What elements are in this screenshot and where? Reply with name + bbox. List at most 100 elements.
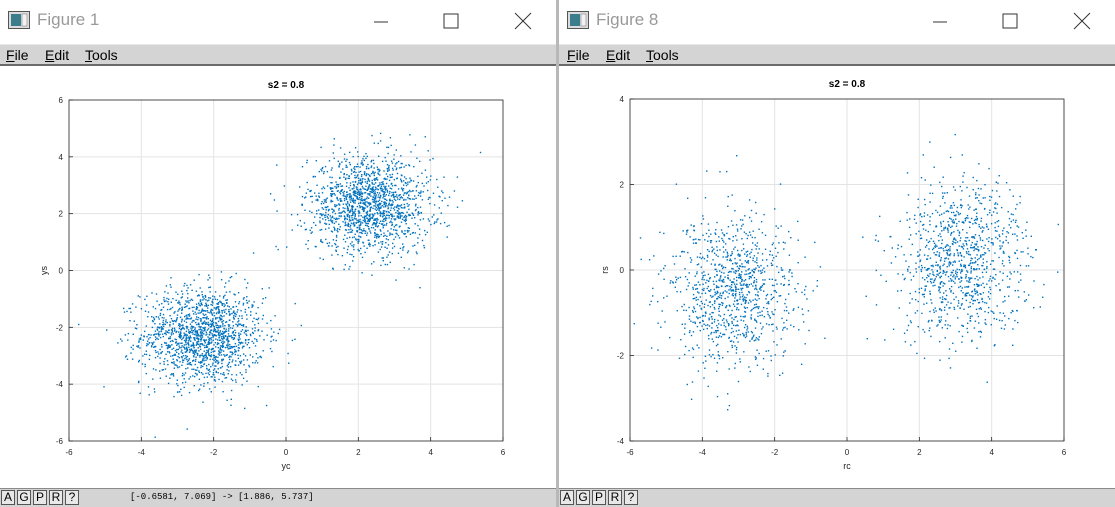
- scatter-point: [222, 297, 225, 299]
- scatter-point: [183, 328, 185, 330]
- scatter-point: [366, 213, 369, 216]
- help-button[interactable]: ?: [65, 490, 79, 505]
- scatter-point: [740, 319, 742, 321]
- scatter-point: [405, 217, 407, 219]
- grid-button[interactable]: G: [17, 490, 31, 505]
- scatter-point: [716, 324, 718, 327]
- maximize-icon[interactable]: [995, 8, 1027, 36]
- autoscale-button[interactable]: A: [1, 490, 15, 505]
- scatter-point: [972, 176, 974, 179]
- menu-tools[interactable]: Tools: [85, 47, 118, 63]
- scatter-point: [745, 335, 748, 337]
- scatter-point: [714, 268, 716, 271]
- scatter-point: [962, 243, 964, 245]
- scatter-point: [947, 221, 949, 223]
- scatter-point: [949, 278, 952, 280]
- scatter-point: [172, 372, 175, 375]
- scatter-point: [372, 207, 374, 210]
- scatter-point: [938, 247, 940, 249]
- scatter-point: [986, 283, 988, 285]
- scatter-point: [332, 239, 335, 241]
- scatter-point: [364, 192, 366, 194]
- scatter-point: [446, 225, 448, 227]
- scatter-point: [231, 327, 234, 329]
- scatter-point: [147, 386, 150, 388]
- scatter-point: [352, 199, 354, 201]
- scatter-point: [194, 331, 196, 333]
- scatter-point: [396, 233, 398, 235]
- menu-tools[interactable]: Tools: [646, 47, 679, 63]
- scatter-point: [684, 353, 686, 356]
- scatter-point: [243, 345, 245, 348]
- menu-edit[interactable]: Edit: [45, 47, 69, 63]
- close-icon[interactable]: [1065, 8, 1097, 36]
- scatter-point: [307, 188, 309, 191]
- scatter-point: [780, 267, 783, 269]
- scatter-point: [234, 329, 236, 331]
- scatter-point: [417, 175, 419, 178]
- scatter-point: [323, 199, 325, 201]
- maximize-icon[interactable]: [436, 8, 468, 36]
- scatter-point: [973, 289, 976, 291]
- scatter-point: [998, 175, 1000, 177]
- scatter-point: [944, 192, 946, 194]
- scatter-point: [1057, 271, 1059, 273]
- menu-file[interactable]: File: [6, 47, 29, 63]
- scatter-point: [254, 330, 256, 332]
- scatter-point: [399, 225, 401, 227]
- scatter-point: [711, 246, 713, 248]
- scatter-point: [942, 195, 944, 198]
- minimize-icon[interactable]: [364, 8, 396, 36]
- scatter-point: [717, 327, 719, 329]
- minimize-icon[interactable]: [923, 8, 955, 36]
- scatter-point: [223, 309, 225, 311]
- rotate-button[interactable]: R: [49, 490, 63, 505]
- menu-edit[interactable]: Edit: [606, 47, 630, 63]
- scatter-point: [970, 272, 972, 274]
- scatter-point: [257, 329, 259, 332]
- scatter-point: [713, 331, 715, 334]
- scatter-point: [340, 185, 342, 187]
- title-bar[interactable]: Figure 8: [559, 0, 1115, 44]
- scatter-point: [995, 181, 998, 183]
- scatter-point: [390, 183, 393, 185]
- scatter-point: [719, 171, 721, 173]
- scatter-point: [994, 278, 996, 280]
- pan-button[interactable]: P: [33, 490, 47, 505]
- scatter-point: [706, 170, 708, 172]
- menu-file[interactable]: File: [567, 47, 590, 63]
- scatter-point: [728, 292, 730, 295]
- scatter-point: [170, 334, 173, 336]
- scatter-point: [200, 365, 202, 367]
- scatter-point: [737, 334, 739, 336]
- scatter-point: [400, 204, 403, 206]
- scatter-point: [389, 190, 391, 193]
- x-tick-label: 6: [501, 448, 506, 457]
- close-icon[interactable]: [506, 8, 538, 36]
- scatter-point: [181, 319, 183, 321]
- scatter-point: [928, 319, 930, 322]
- scatter-point: [364, 188, 366, 190]
- scatter-point: [406, 202, 408, 205]
- scatter-point: [390, 188, 393, 190]
- scatter-point: [922, 154, 924, 156]
- scatter-point: [375, 235, 378, 238]
- scatter-point: [395, 211, 397, 214]
- scatter-point: [209, 291, 211, 293]
- scatter-point: [758, 339, 760, 341]
- scatter-point: [725, 285, 728, 287]
- scatter-point: [816, 285, 818, 287]
- scatter-point: [354, 215, 356, 218]
- title-bar[interactable]: Figure 1: [0, 0, 556, 44]
- scatter-point: [348, 229, 350, 231]
- scatter-point: [946, 228, 949, 230]
- scatter-point: [120, 338, 122, 340]
- scatter-point: [154, 323, 156, 325]
- scatter-point: [393, 209, 396, 211]
- scatter-point: [729, 254, 732, 257]
- scatter-point: [215, 370, 217, 373]
- scatter-point: [359, 206, 362, 208]
- scatter-point: [356, 191, 359, 194]
